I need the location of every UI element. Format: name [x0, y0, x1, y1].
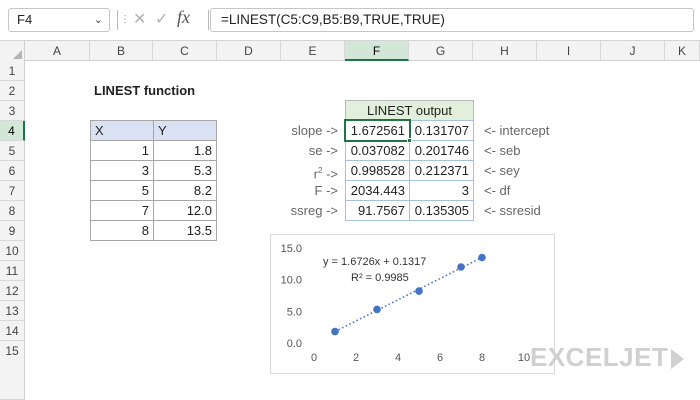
row-header-11[interactable]: 11 — [0, 261, 25, 281]
output-cell[interactable]: 2034.443 — [345, 180, 410, 201]
name-box[interactable]: F4 ⌄ — [8, 8, 110, 32]
data-point[interactable] — [331, 327, 339, 336]
x-tick-label: 6 — [437, 352, 443, 364]
y-tick-label: 10.0 — [281, 275, 302, 287]
chart-plot-area: 0.0 5.0 10.0 15.0 0 2 4 6 8 10 y = 1.6726x + 0.1… — [281, 243, 531, 364]
output-cell[interactable]: 0.037082 — [345, 140, 410, 161]
output-note-ssresid: <- ssresid — [484, 203, 541, 218]
trendline — [334, 256, 483, 333]
x-tick-label: 8 — [479, 352, 485, 364]
column-header-d[interactable]: D — [217, 41, 281, 61]
table-cell-x[interactable]: 1 — [90, 140, 154, 161]
row-header-15[interactable]: 15 — [0, 341, 25, 400]
column-header-j[interactable]: J — [601, 41, 665, 61]
column-header-c[interactable]: C — [153, 41, 217, 61]
x-tick-label: 2 — [353, 352, 359, 364]
data-point[interactable] — [457, 263, 465, 271]
table-header-x[interactable]: X — [90, 120, 154, 141]
exceljet-logo: EXCELJET — [530, 342, 685, 373]
data-point[interactable] — [415, 287, 423, 295]
formula-bar-divider — [117, 10, 118, 30]
table-cell-y[interactable]: 13.5 — [153, 220, 217, 241]
output-label-se: se -> — [308, 143, 338, 158]
column-header-i[interactable]: I — [537, 41, 601, 61]
column-header-b[interactable]: B — [90, 41, 153, 61]
fill-handle[interactable] — [407, 138, 412, 143]
output-cell[interactable]: 0.201746 — [409, 140, 474, 161]
table-cell-x[interactable]: 5 — [90, 180, 154, 201]
data-point[interactable] — [478, 253, 486, 262]
r-squared-label: R² = 0.9985 — [351, 272, 409, 284]
row-header-5[interactable]: 5 — [0, 141, 25, 161]
x-tick-label: 4 — [395, 352, 401, 364]
output-note-sey: <- sey — [484, 163, 520, 178]
column-header-f[interactable]: F — [345, 41, 409, 61]
name-box-value: F4 — [17, 12, 33, 27]
cancel-icon[interactable]: ✕ — [133, 11, 147, 28]
insert-function-icon[interactable]: fx — [177, 7, 190, 27]
enter-icon[interactable]: ✓ — [155, 11, 169, 28]
output-note-intercept: <- intercept — [484, 123, 550, 138]
table-cell-y[interactable]: 12.0 — [153, 200, 217, 221]
sheet-title: LINEST function — [94, 83, 196, 98]
row-header-9[interactable]: 9 — [0, 221, 25, 241]
scatter-chart[interactable]: 0.0 5.0 10.0 15.0 0 2 4 6 8 10 y = 1.6726x + 0.1… — [270, 234, 555, 374]
output-header[interactable]: LINEST output — [345, 100, 474, 121]
output-cell[interactable]: 0.135305 — [409, 200, 474, 221]
table-cell-y[interactable]: 8.2 — [153, 180, 217, 201]
y-tick-label: 5.0 — [287, 306, 302, 318]
row-header-4[interactable]: 4 — [0, 121, 25, 141]
column-header-g[interactable]: G — [409, 41, 473, 61]
active-cell-selection[interactable] — [344, 119, 411, 142]
output-note-seb: <- seb — [484, 143, 521, 158]
formula-input[interactable]: =LINEST(C5:C9,B5:B9,TRUE,TRUE) — [210, 8, 694, 32]
select-all-icon — [13, 50, 22, 59]
row-header-6[interactable]: 6 — [0, 161, 25, 181]
data-point[interactable] — [373, 305, 381, 314]
formula-bar — [0, 0, 700, 41]
row-header-12[interactable]: 12 — [0, 281, 25, 301]
logo-arrow-icon — [671, 349, 685, 370]
row-header-1[interactable]: 1 — [0, 61, 25, 81]
column-header-a[interactable]: A — [25, 41, 90, 61]
table-header-y[interactable]: Y — [153, 120, 217, 141]
chevron-down-icon[interactable]: ⌄ — [93, 14, 103, 26]
output-label-r2: r2 -> — [313, 166, 338, 182]
output-cell[interactable]: 91.7567 — [345, 200, 410, 221]
output-label-slope: slope -> — [291, 123, 338, 138]
output-cell[interactable]: 0.998528 — [345, 160, 410, 181]
formula-bar-divider — [208, 10, 209, 30]
row-header-7[interactable]: 7 — [0, 181, 25, 201]
drag-handle-icon[interactable]: ⋮ — [120, 14, 130, 25]
x-tick-label: 0 — [311, 352, 317, 364]
row-header-10[interactable]: 10 — [0, 241, 25, 261]
row-header-13[interactable]: 13 — [0, 301, 25, 321]
trendline-equation: y = 1.6726x + 0.1317 — [323, 256, 426, 268]
output-label-ssreg: ssreg -> — [290, 203, 338, 218]
output-cell[interactable]: 3 — [409, 180, 474, 201]
row-header-14[interactable]: 14 — [0, 321, 25, 341]
y-tick-label: 15.0 — [281, 243, 302, 255]
row-header-2[interactable]: 2 — [0, 81, 25, 101]
output-cell[interactable]: 0.131707 — [409, 120, 474, 141]
output-cell[interactable]: 0.212371 — [409, 160, 474, 181]
table-cell-x[interactable]: 8 — [90, 220, 154, 241]
x-tick-label: 10 — [518, 352, 530, 364]
row-header-3[interactable]: 3 — [0, 101, 25, 121]
output-note-df: <- df — [484, 183, 511, 198]
row-header-8[interactable]: 8 — [0, 201, 25, 221]
table-cell-y[interactable]: 1.8 — [153, 140, 217, 161]
column-header-h[interactable]: H — [473, 41, 537, 61]
table-cell-x[interactable]: 7 — [90, 200, 154, 221]
output-label-f: F -> — [314, 183, 338, 198]
table-cell-y[interactable]: 5.3 — [153, 160, 217, 181]
column-header-k[interactable]: K — [665, 41, 700, 61]
y-tick-label: 0.0 — [287, 338, 302, 350]
table-cell-x[interactable]: 3 — [90, 160, 154, 181]
column-header-e[interactable]: E — [281, 41, 345, 61]
